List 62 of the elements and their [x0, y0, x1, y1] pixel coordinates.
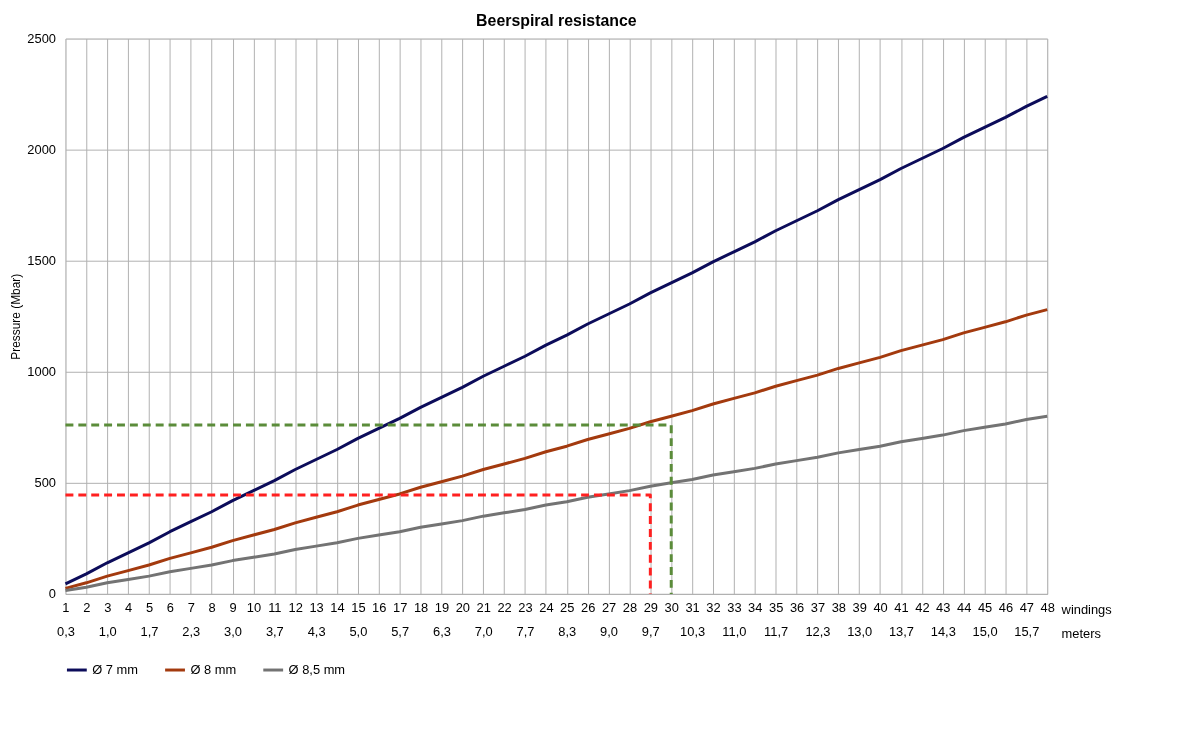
x-tick-label: 1 0,3	[56, 600, 75, 640]
x-tick-label: 2	[83, 600, 91, 616]
x-tick-label: 16	[372, 600, 387, 616]
x-tick-label: 48	[1040, 600, 1055, 616]
x-tick-label: 47 15,7	[1014, 600, 1040, 640]
x-tick-label: 46	[998, 600, 1014, 616]
x-tick-label: 18	[413, 600, 429, 616]
x-tick-label: 32	[706, 600, 721, 616]
y-tick-label: 1500	[27, 253, 57, 269]
legend-label: Ø 8,5 mm	[288, 661, 346, 677]
x-tick-label: 5 1,7	[140, 600, 159, 640]
x-tick-label: 29 9,7	[641, 600, 660, 640]
x-tick-label: 3 1,0	[98, 600, 117, 640]
x-tick-label: 42	[915, 600, 930, 616]
x-tick-label: 8	[208, 600, 216, 616]
x-tick-label: 37 12,3	[805, 600, 831, 640]
x-tick-label: 23 7,7	[516, 600, 535, 640]
x-tick-label: 44	[956, 600, 972, 616]
x-tick-label: 31 10,3	[680, 600, 706, 640]
x-tick-label: 41 13,7	[888, 600, 915, 640]
y-tick-label: 2000	[27, 142, 57, 158]
x-tick-label: 28	[622, 600, 638, 616]
x-tick-label: 12	[288, 600, 303, 616]
chart-title: Beerspiral resistance	[476, 11, 637, 29]
x-tick-label: 9 3,0	[224, 600, 243, 640]
x-tick-label: 25 8,3	[558, 600, 577, 640]
x-tick-label: 35 11,7	[764, 600, 789, 640]
x-tick-label: 7 2,3	[182, 600, 201, 640]
y-tick-label: 1000	[27, 364, 57, 380]
x-tick-label: 39 13,0	[847, 600, 873, 640]
y-tick-label: 2500	[27, 31, 57, 47]
x-tick-label: 30	[664, 600, 679, 616]
x-tick-label: 4	[125, 600, 133, 616]
x-tick-label: 19 6,3	[432, 600, 451, 640]
x-tick-label: 40	[873, 600, 888, 616]
x-tick-label: 10	[246, 600, 262, 616]
x-tick-label: 20	[455, 600, 470, 616]
x-tick-label: 34	[748, 600, 763, 616]
x-tick-label: 17 5,7	[391, 600, 410, 640]
x-tick-label: 33 11,0	[722, 600, 747, 640]
x-tick-label: 14	[330, 600, 345, 616]
y-tick-label: 0	[48, 586, 57, 602]
x-tick-label: 15 5,0	[349, 600, 368, 640]
x-tick-label: 24	[539, 600, 554, 616]
x-tick-label: 21 7,0	[474, 600, 493, 640]
line-series	[63, 94, 1049, 586]
x-tick-label: 27 9,0	[600, 600, 618, 640]
x-tick-label: 36	[789, 600, 805, 616]
legend-label: Ø 7 mm	[92, 661, 139, 677]
x-tick-label: 43 14,3	[930, 600, 956, 640]
line-series	[63, 308, 1049, 590]
legend-label: Ø 8 mm	[190, 661, 237, 677]
x-tick-label: 11 3,7	[265, 600, 284, 640]
x-axis-title: windings meters	[1060, 602, 1112, 642]
y-tick-label: 500	[34, 475, 57, 491]
x-tick-label: 22	[497, 600, 512, 616]
x-tick-label: 45 15,0	[972, 600, 998, 640]
x-tick-label: 13 4,3	[307, 600, 326, 640]
x-tick-label: 26	[580, 600, 596, 616]
y-axis-title: Pressure (Mbar)	[9, 273, 24, 360]
x-tick-label: 6	[166, 600, 174, 616]
x-tick-label: 38	[831, 600, 846, 616]
